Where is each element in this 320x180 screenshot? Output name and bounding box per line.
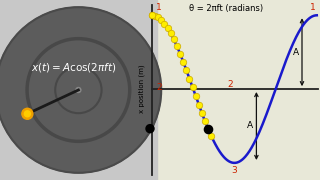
Point — [156, 16, 161, 19]
Text: 2: 2 — [156, 83, 162, 92]
Text: 1: 1 — [156, 3, 162, 12]
Point — [149, 14, 155, 17]
Point — [193, 95, 198, 98]
Point — [184, 69, 189, 71]
Point — [171, 38, 176, 41]
Point — [174, 45, 180, 48]
Point — [178, 52, 183, 55]
Bar — [0, 0, 157, 180]
Text: $x(t) = A\mathrm{cos}(2\pi ft)$: $x(t) = A\mathrm{cos}(2\pi ft)$ — [31, 62, 116, 75]
Point — [205, 127, 211, 130]
Point — [206, 128, 211, 130]
Text: 3: 3 — [232, 166, 237, 175]
Text: x position (m): x position (m) — [139, 65, 145, 113]
Point — [162, 22, 167, 25]
Circle shape — [24, 111, 30, 117]
Point — [168, 32, 173, 35]
Point — [209, 135, 214, 138]
Point — [190, 86, 195, 89]
Text: A: A — [293, 48, 299, 57]
Text: 1: 1 — [310, 3, 316, 12]
Point — [165, 27, 170, 30]
Circle shape — [22, 108, 33, 119]
Point — [149, 14, 155, 17]
Circle shape — [146, 125, 154, 133]
Point — [159, 19, 164, 21]
Text: 2: 2 — [228, 80, 233, 89]
Point — [181, 60, 186, 63]
Point — [187, 77, 192, 80]
Point — [203, 120, 208, 123]
Point — [199, 112, 204, 115]
Text: A: A — [247, 122, 253, 130]
Circle shape — [0, 7, 161, 173]
Point — [153, 14, 158, 17]
Text: θ = 2πft (radians): θ = 2πft (radians) — [189, 3, 263, 12]
Circle shape — [76, 87, 81, 93]
Point — [196, 103, 201, 106]
